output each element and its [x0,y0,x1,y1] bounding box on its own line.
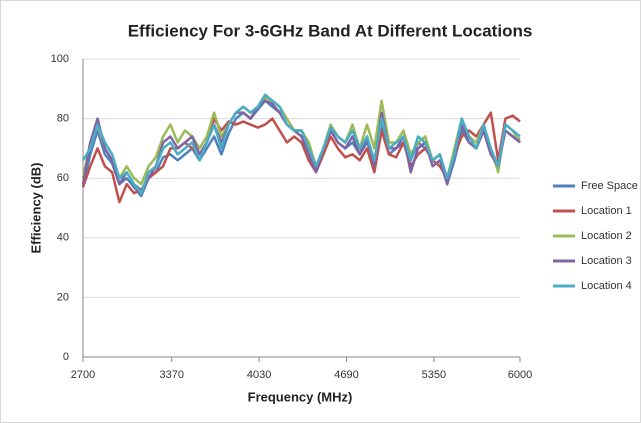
legend-label: Location 4 [581,280,632,292]
chart-title: Efficiency For 3-6GHz Band At Different … [128,21,533,40]
x-tick-label: 2700 [71,369,95,381]
legend-label: Location 1 [581,205,632,217]
legend-label: Location 2 [581,230,632,242]
x-tick-label: 6000 [508,369,532,381]
x-axis-title: Frequency (MHz) [248,389,353,404]
x-tick-label: 5350 [422,369,446,381]
y-axis-title: Efficiency (dB) [28,162,43,253]
x-tick-label: 4030 [247,369,271,381]
y-tick-label: 40 [57,232,69,244]
y-tick-label: 100 [51,53,69,65]
y-tick-label: 80 [57,113,69,125]
legend-label: Location 3 [581,255,632,267]
y-tick-label: 60 [57,172,69,184]
series-line [81,93,521,195]
y-tick-label: 20 [57,291,69,303]
y-tick-label: 0 [63,351,69,363]
x-tick-label: 4690 [334,369,358,381]
x-tick-label: 3370 [159,369,183,381]
legend-label: Free Space [581,180,638,192]
